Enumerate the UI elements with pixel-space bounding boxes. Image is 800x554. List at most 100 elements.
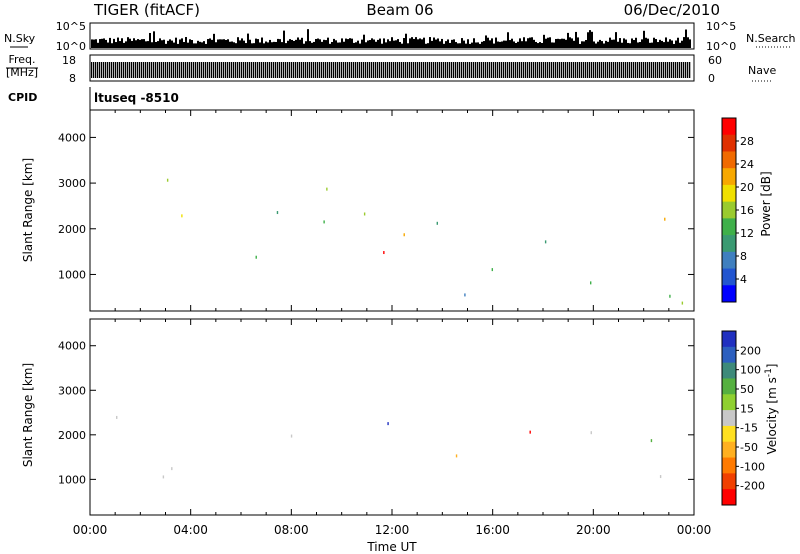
freq-bar <box>687 62 689 78</box>
nsky-bar <box>483 41 485 48</box>
freq-bar <box>533 62 535 78</box>
nsky-bar <box>445 41 447 48</box>
cpid-value: ltuseq -8510 <box>94 91 179 105</box>
nsky-bar <box>649 42 651 48</box>
nsky-bar <box>615 32 617 48</box>
freq-bar <box>193 62 195 78</box>
freq-bar <box>335 62 337 78</box>
nsky-bar <box>623 38 625 48</box>
power-echo-cell <box>669 294 671 298</box>
nsky-bar <box>479 43 481 48</box>
freq-bar <box>419 62 421 78</box>
freq-bar <box>357 62 359 78</box>
nsky-bar <box>481 41 483 48</box>
freq-bar <box>315 62 317 78</box>
nsky-bar <box>515 42 517 48</box>
nsky-bar <box>93 39 95 48</box>
freq-bar <box>625 62 627 78</box>
nsky-bar <box>307 29 309 48</box>
nsky-bar <box>383 38 385 48</box>
freq-bar <box>173 62 175 78</box>
nsky-bar <box>295 39 297 48</box>
nsky-bar <box>189 39 191 48</box>
nsky-bar <box>339 42 341 48</box>
freq-bar <box>513 62 515 78</box>
nsky-bar <box>529 37 531 48</box>
freq-bar <box>479 62 481 78</box>
nsky-bar <box>403 38 405 48</box>
nsky-bar <box>467 39 469 48</box>
freq-bar <box>141 62 143 78</box>
power-colorbar-label: Power [dB] <box>759 171 773 236</box>
nsky-bar <box>397 39 399 48</box>
freq-bar <box>565 62 567 78</box>
freq-bar <box>389 62 391 78</box>
nsky-bar <box>303 43 305 48</box>
freq-bar <box>501 62 503 78</box>
nsky-bar <box>171 40 173 48</box>
nsky-bar <box>621 42 623 48</box>
freq-bar <box>515 62 517 78</box>
nsky-bar <box>607 41 609 48</box>
nsky-bar <box>163 39 165 48</box>
freq-bar <box>487 62 489 78</box>
freq-bar <box>683 62 685 78</box>
freq-label-line2: [MHz] <box>6 66 38 79</box>
nsky-bar <box>589 30 591 48</box>
nsky-bar <box>585 39 587 48</box>
power-colorbar-segment <box>722 268 736 286</box>
freq-bar <box>323 62 325 78</box>
freq-bar <box>241 62 243 78</box>
nsky-bar <box>687 37 689 48</box>
nsky-bar <box>161 40 163 48</box>
nsky-bar <box>547 37 549 48</box>
nsky-bar <box>99 39 101 48</box>
freq-bar <box>427 62 429 78</box>
freq-bar <box>283 62 285 78</box>
freq-bar <box>439 62 441 78</box>
nsky-bar <box>413 38 415 48</box>
freq-bar <box>637 62 639 78</box>
nsky-bar <box>471 42 473 48</box>
freq-bar <box>303 62 305 78</box>
freq-bar <box>601 62 603 78</box>
freq-bar <box>131 62 133 78</box>
nsky-bar <box>475 42 477 48</box>
nsky-bar <box>213 33 215 48</box>
nsky-bar <box>329 43 331 48</box>
nsky-bar <box>501 41 503 48</box>
nsky-bar <box>285 43 287 48</box>
freq-bar <box>275 62 277 78</box>
freq-bar <box>229 62 231 78</box>
power-colorbar-tick-label: 8 <box>740 250 747 263</box>
freq-bar <box>661 62 663 78</box>
nsky-bar <box>373 39 375 48</box>
freq-bar <box>269 62 271 78</box>
nsky-bar <box>627 42 629 48</box>
nsky-bar <box>511 38 513 48</box>
nsky-bar <box>675 40 677 48</box>
freq-bar <box>425 62 427 78</box>
freq-bar <box>399 62 401 78</box>
freq-bar <box>129 62 131 78</box>
nsky-bar <box>647 38 649 48</box>
freq-bar <box>397 62 399 78</box>
nsky-bar <box>361 39 363 48</box>
freq-bar <box>161 62 163 78</box>
freq-bar <box>245 62 247 78</box>
nsky-bar <box>229 41 231 48</box>
freq-bar <box>505 62 507 78</box>
freq-bar <box>413 62 415 78</box>
nsky-bar <box>331 41 333 48</box>
power-echo-cell <box>664 217 666 221</box>
nsky-bar <box>527 38 529 48</box>
freq-bar <box>547 62 549 78</box>
freq-bar <box>549 62 551 78</box>
nsky-bar <box>195 43 197 48</box>
velocity-colorbar-tick-label: 200 <box>740 344 761 357</box>
nsky-bar <box>565 39 567 48</box>
nsky-bar <box>613 39 615 48</box>
freq-bar <box>527 62 529 78</box>
freq-bar <box>677 62 679 78</box>
